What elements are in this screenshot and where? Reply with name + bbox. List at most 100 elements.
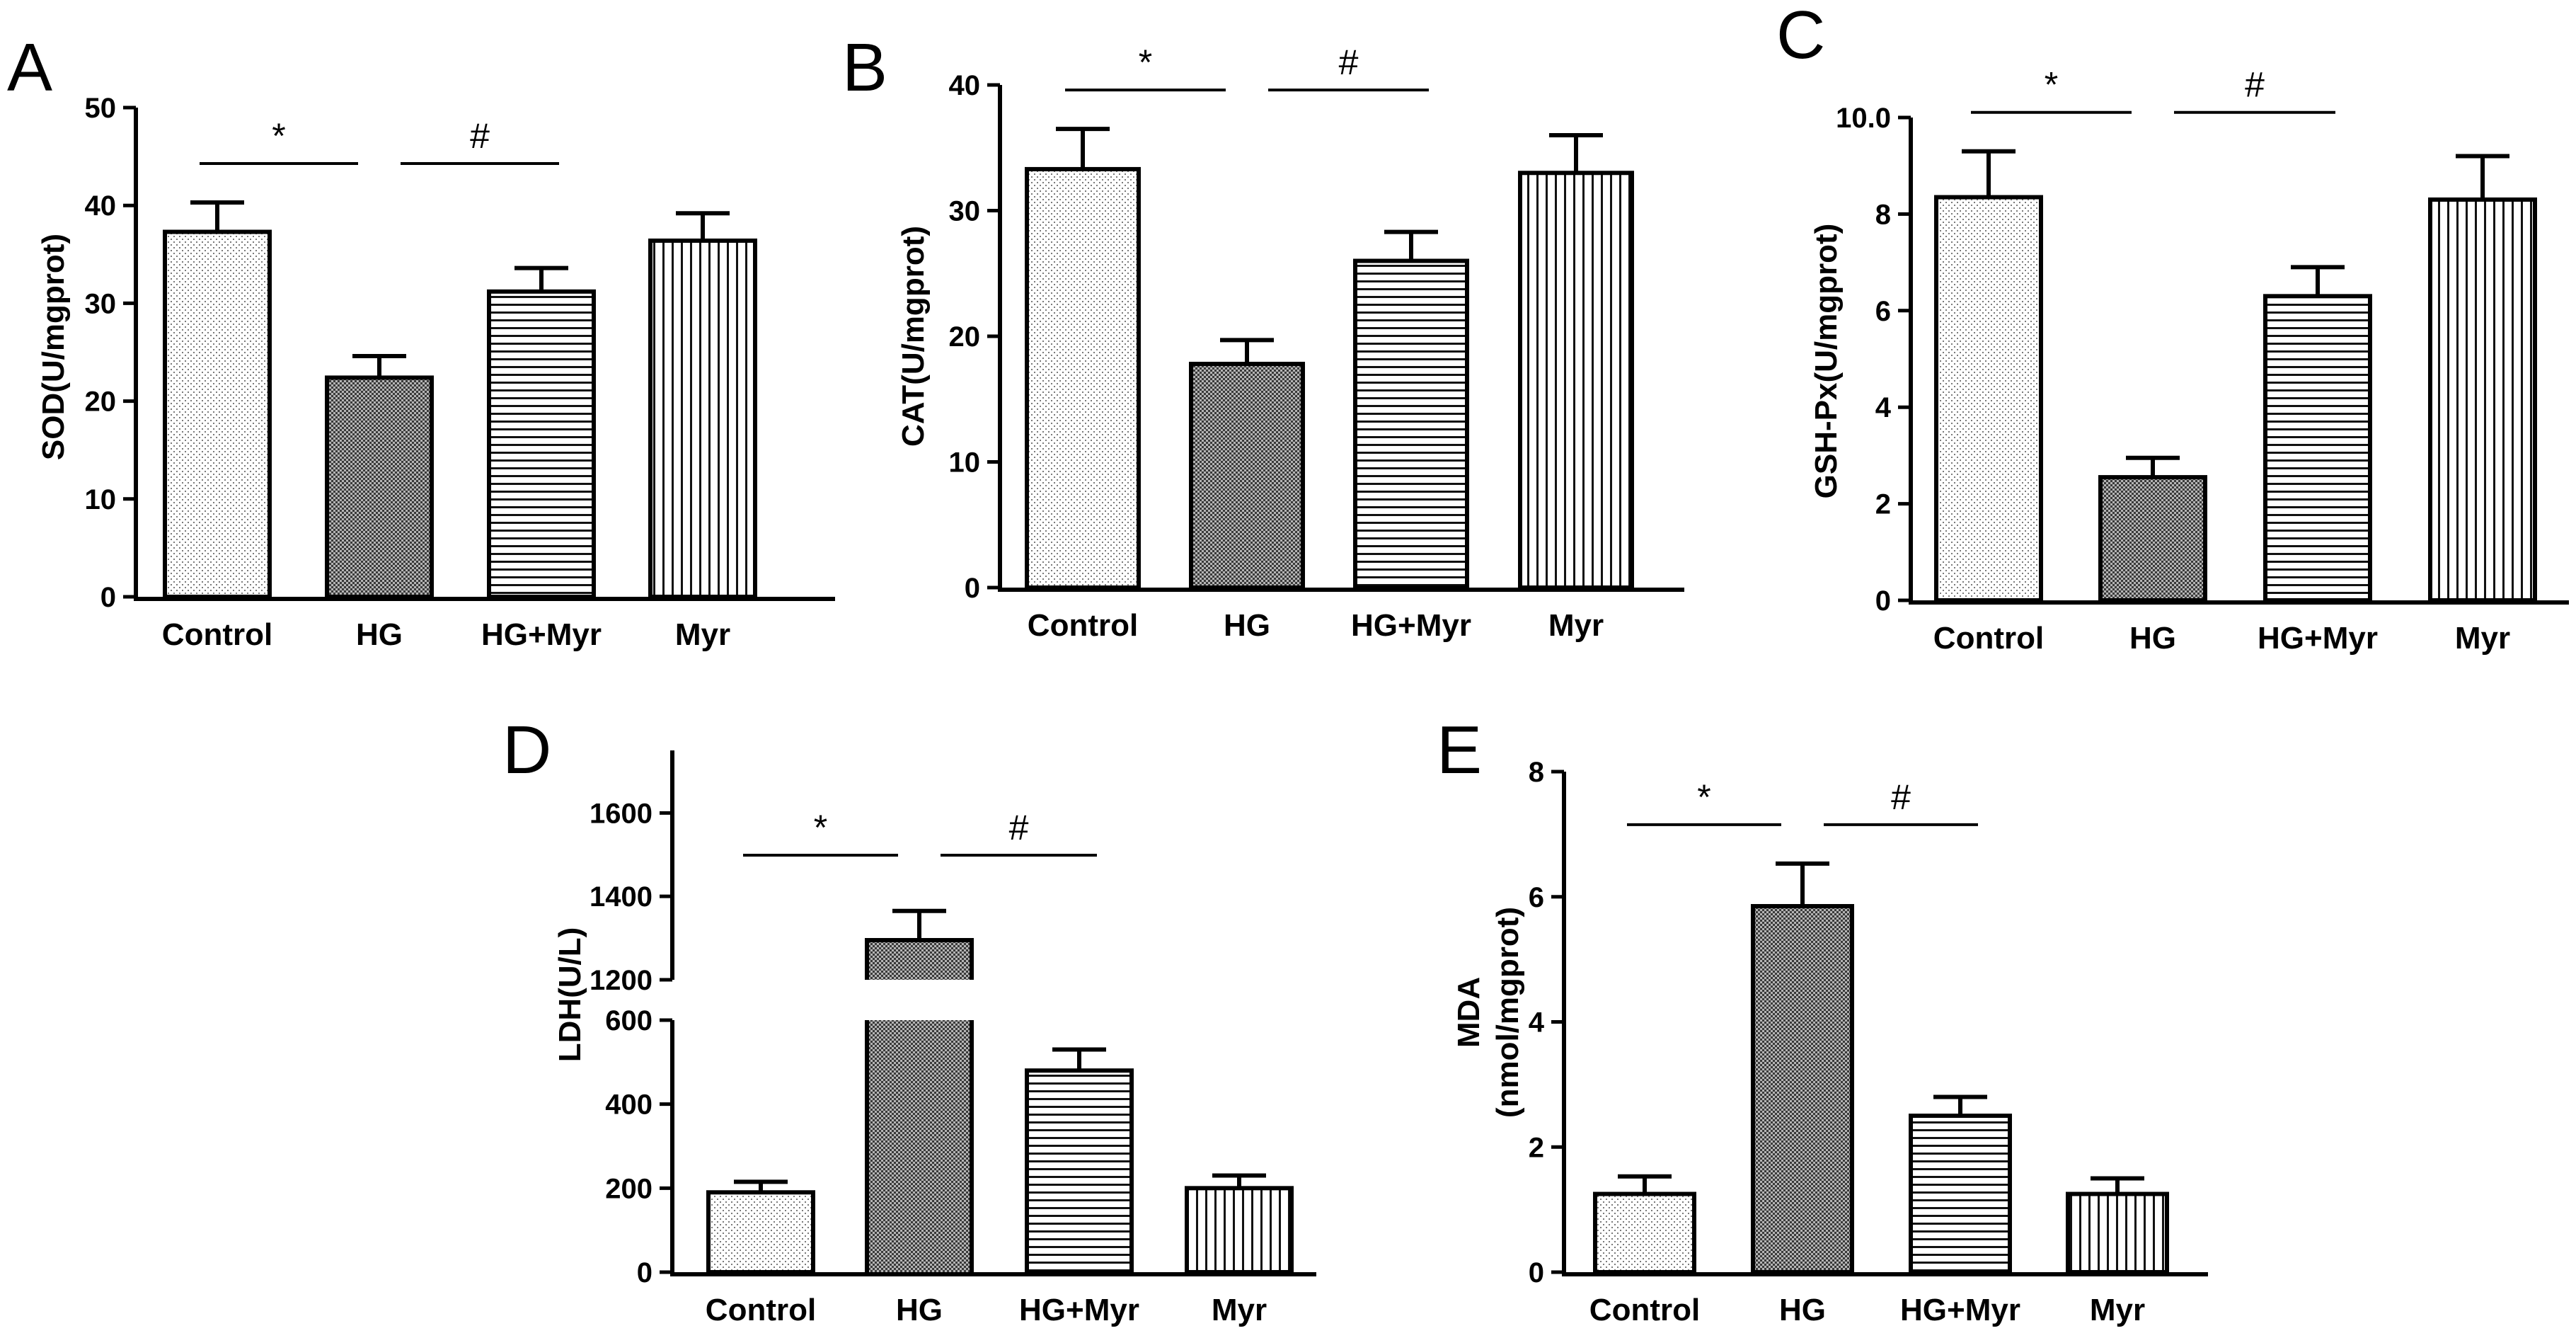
panel-D-bar-1-upper-edges: [865, 938, 974, 980]
panel-D-y-tick-label-4: 1200: [590, 965, 652, 996]
panel-E-y-tick-label-4: 8: [1529, 757, 1544, 788]
panel-D: D LDH(U/L) 0 200 400 600 1200 1400 1600 Control…: [502, 712, 1316, 1327]
panel-C-bar-1: [2098, 475, 2207, 603]
panel-B-significance-symbol-0: *: [1139, 42, 1152, 82]
panel-D-significance-symbol-0: *: [814, 808, 827, 847]
panel-letter-C: C: [1776, 0, 1825, 73]
panel-C-y-tick-label-1: 2: [1875, 489, 1891, 520]
panel-E-significance-symbol-1: #: [1891, 777, 1911, 817]
panel-A-y-tick-label-2: 20: [85, 387, 117, 418]
panel-B-bar-2: [1353, 258, 1469, 590]
panel-E-bar-0: [1593, 1191, 1696, 1274]
panel-D-significance-symbol-1: #: [1009, 808, 1029, 847]
panel-C-bar-2: [2263, 294, 2372, 602]
panel-D-y-tick-label-0: 0: [637, 1257, 652, 1288]
panel-D-bar-2: [1025, 1068, 1134, 1274]
panel-B-y-tick-label-0: 0: [965, 573, 980, 604]
panel-D-bar-1-upper: [867, 940, 972, 980]
panel-D-y-tick-label-2: 400: [605, 1090, 652, 1121]
panel-D-bar-1-lower-edges: [865, 1020, 974, 1272]
panel-B-category-label-3: Myr: [1548, 608, 1604, 643]
panel-A-y-axis-title: SOD(U/mgprot): [36, 234, 71, 460]
panel-D-bar-0: [706, 1190, 815, 1275]
panel-B-bar-0: [1025, 166, 1141, 590]
panel-letter-D: D: [502, 712, 551, 788]
panel-D-y-tick-label-1: 200: [605, 1173, 652, 1204]
panel-D-category-label-2: HG+Myr: [1019, 1293, 1139, 1327]
panel-C-y-tick-label-2: 4: [1875, 392, 1892, 423]
panel-C-y-tick-label-4: 8: [1875, 199, 1891, 230]
panel-A-plot: 0 10 20 30 40 50 Control HG HG+Myr Myr * #: [85, 93, 835, 652]
panel-C-bar-3: [2428, 197, 2537, 602]
panel-E-y-axis-title-line1: MDA: [1451, 977, 1486, 1048]
panel-E-y-axis-title-line2: (nmol/mgprot): [1490, 907, 1525, 1118]
panel-C-significance-symbol-0: *: [2045, 65, 2058, 105]
panel-B-significance-symbol-1: #: [1339, 42, 1359, 82]
panel-B-y-tick-label-1: 10: [949, 447, 981, 479]
panel-B-category-label-2: HG+Myr: [1351, 608, 1471, 643]
panel-A-significance-symbol-0: *: [272, 116, 285, 156]
panel-A-category-label-0: Control: [162, 617, 272, 652]
panel-C-y-tick-label-0: 0: [1875, 585, 1891, 617]
panel-E-category-label-1: HG: [1779, 1293, 1826, 1327]
panel-A-bar-0: [163, 229, 272, 600]
panel-A-y-tick-label-0: 0: [100, 582, 116, 613]
panel-E-bar-1: [1751, 904, 1854, 1274]
panel-B-y-tick-label-3: 30: [949, 196, 981, 227]
panel-C-y-tick-label-5: 10.0: [1836, 103, 1891, 134]
panel-letter-B: B: [842, 30, 887, 105]
panel-B-y-tick-label-4: 40: [949, 70, 981, 101]
panel-E-y-tick-label-1: 2: [1529, 1132, 1544, 1163]
panel-B-bar-1: [1189, 362, 1305, 590]
panel-A-category-label-3: Myr: [675, 617, 730, 652]
panel-letter-E: E: [1437, 712, 1482, 788]
panel-A: A SOD(U/mgprot) 0 10 20 30 40 50 Control HG HG+M…: [7, 30, 835, 652]
panel-C-significance-symbol-1: #: [2245, 65, 2265, 105]
panel-B: B CAT(U/mgprot) 0 10 20 30 40 Control HG HG+Myr…: [842, 30, 1684, 643]
panel-C-category-label-3: Myr: [2455, 621, 2510, 656]
panel-B-plot: 0 10 20 30 40 Control HG HG+Myr Myr * #: [949, 42, 1684, 643]
panel-E-y-tick-label-0: 0: [1529, 1257, 1544, 1288]
panel-B-y-axis-title: CAT(U/mgprot): [896, 226, 931, 447]
panel-A-y-tick-label-4: 40: [85, 190, 117, 222]
panel-B-bar-3: [1518, 171, 1634, 590]
panel-A-category-label-1: HG: [356, 617, 403, 652]
panel-D-y-tick-label-6: 1600: [590, 798, 652, 829]
panel-A-bar-3: [648, 238, 757, 599]
panel-B-category-label-1: HG: [1224, 608, 1270, 643]
panel-D-category-label-3: Myr: [1212, 1293, 1267, 1327]
panel-C-category-label-2: HG+Myr: [2258, 621, 2378, 656]
panel-E-bar-3: [2066, 1191, 2169, 1274]
panel-E-category-label-2: HG+Myr: [1900, 1293, 2020, 1327]
panel-A-y-tick-label-1: 10: [85, 484, 117, 515]
panel-B-y-tick-label-2: 20: [949, 321, 981, 353]
panel-C-category-label-0: Control: [1933, 621, 2044, 656]
panel-E-category-label-3: Myr: [2090, 1293, 2145, 1327]
panel-C-y-axis-title: GSH-Px(U/mgprot): [1809, 224, 1844, 499]
panel-A-significance-symbol-1: #: [470, 116, 490, 156]
panel-D-y-tick-label-3: 600: [605, 1005, 652, 1036]
panel-D-y-tick-label-5: 1400: [590, 881, 652, 913]
panel-A-category-label-2: HG+Myr: [481, 617, 602, 652]
panel-E-plot: 0 2 4 6 8 Control HG HG+Myr Myr * #: [1529, 757, 2208, 1327]
panel-E-y-tick-label-2: 4: [1529, 1007, 1545, 1039]
panel-D-bar-3: [1185, 1186, 1294, 1275]
panel-E-y-tick-label-3: 6: [1529, 882, 1544, 913]
panel-D-plot: 0 200 400 600 1200 1400 1600 Control HG HG+Myr Myr…: [590, 750, 1316, 1327]
panel-D-category-label-0: Control: [706, 1293, 816, 1327]
panel-letter-A: A: [7, 30, 52, 105]
panel-A-y-tick-label-3: 30: [85, 288, 117, 319]
panel-E-bar-2: [1909, 1114, 2012, 1274]
panel-E-significance-symbol-0: *: [1697, 777, 1710, 817]
panel-A-bar-1: [325, 375, 434, 599]
panel-E: E MDA (nmol/mgprot) 0 2 4 6 8 Control HG HG+Myr…: [1437, 712, 2208, 1327]
panel-C-category-label-1: HG: [2129, 621, 2176, 656]
panel-A-bar-2: [487, 289, 596, 599]
panel-D-bar-1-lower: [867, 1020, 972, 1272]
panel-D-category-label-1: HG: [896, 1293, 943, 1327]
panel-E-category-label-0: Control: [1589, 1293, 1700, 1327]
panel-D-y-axis-title: LDH(U/L): [553, 927, 587, 1063]
panel-A-y-tick-label-5: 50: [85, 93, 117, 124]
panel-C-y-tick-label-3: 6: [1875, 296, 1891, 327]
